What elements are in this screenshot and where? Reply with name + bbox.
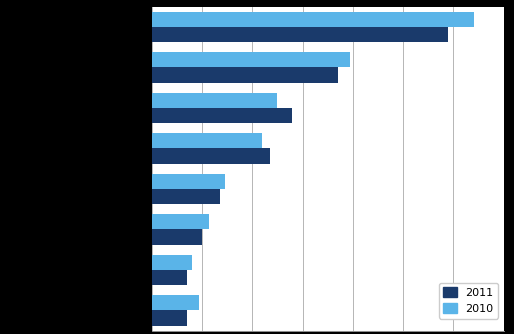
Bar [152,214,210,229]
Bar [152,27,448,42]
Bar [152,12,473,27]
Bar [152,310,187,326]
Bar [152,270,187,285]
Bar [152,229,202,245]
Bar [152,67,338,83]
Bar [152,189,219,204]
Bar [152,174,225,189]
Bar [152,108,292,123]
Bar [152,148,270,164]
Bar [152,255,192,270]
Bar [152,52,351,67]
Bar [152,133,262,148]
Legend: 2011, 2010: 2011, 2010 [439,283,498,319]
Bar [152,295,199,310]
Bar [152,93,278,108]
